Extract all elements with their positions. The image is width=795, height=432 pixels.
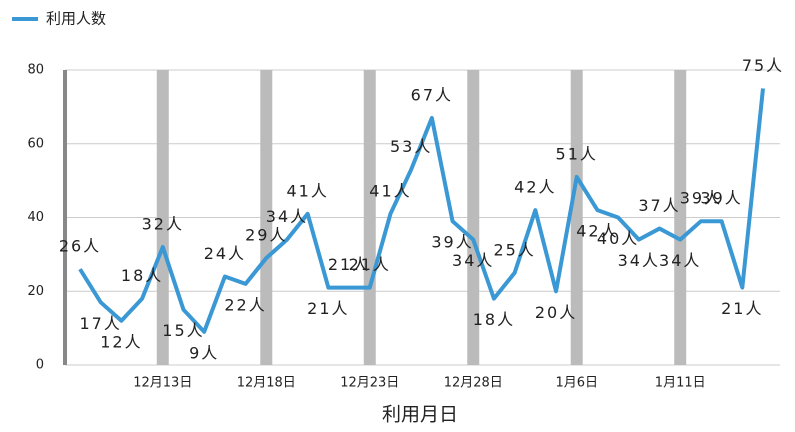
x-tick-label: 1月6日 bbox=[555, 376, 598, 391]
value-label: 18人 bbox=[121, 266, 163, 285]
value-label: 26人 bbox=[59, 237, 101, 256]
y-tick-label: 20 bbox=[27, 284, 44, 299]
value-label: 34人 bbox=[266, 207, 308, 226]
value-label: 21人 bbox=[721, 299, 763, 318]
value-label: 42人 bbox=[576, 222, 618, 241]
x-axis-title: 利用月日 bbox=[382, 404, 458, 426]
value-label: 39人 bbox=[700, 189, 742, 208]
value-label: 75人 bbox=[742, 56, 784, 75]
value-label: 24人 bbox=[204, 244, 246, 263]
x-tick-label: 12月23日 bbox=[340, 376, 399, 391]
value-label: 40人 bbox=[597, 229, 639, 248]
value-label: 32人 bbox=[142, 215, 184, 234]
y-tick-label: 0 bbox=[36, 358, 44, 373]
value-label: 22人 bbox=[224, 295, 266, 314]
value-label: 21人 bbox=[307, 299, 349, 318]
value-label: 20人 bbox=[535, 303, 577, 322]
value-label: 34人 bbox=[659, 251, 701, 270]
legend-label: 利用人数 bbox=[46, 10, 106, 28]
x-tick-label: 12月28日 bbox=[444, 376, 503, 391]
value-label: 12人 bbox=[100, 332, 142, 351]
week-band bbox=[363, 70, 376, 365]
value-label: 39人 bbox=[680, 189, 722, 208]
value-label: 29人 bbox=[245, 226, 287, 245]
series-line bbox=[78, 88, 765, 334]
value-label: 39人 bbox=[431, 233, 473, 252]
value-label: 37人 bbox=[638, 196, 680, 215]
value-label: 41人 bbox=[369, 181, 411, 200]
y-tick-label: 60 bbox=[27, 136, 44, 151]
value-label: 34人 bbox=[618, 251, 660, 270]
week-band bbox=[156, 70, 169, 365]
value-label: 25人 bbox=[493, 240, 535, 259]
week-band bbox=[260, 70, 273, 365]
value-label: 9人 bbox=[189, 343, 219, 362]
value-label: 67人 bbox=[411, 85, 453, 104]
value-label: 51人 bbox=[556, 144, 598, 163]
x-tick-label: 12月13日 bbox=[133, 376, 192, 391]
y-tick-label: 40 bbox=[27, 210, 44, 225]
week-band bbox=[467, 70, 480, 365]
week-band bbox=[674, 70, 687, 365]
value-label: 21人 bbox=[349, 255, 391, 274]
value-label: 53人 bbox=[390, 137, 432, 156]
value-label: 21人 bbox=[328, 255, 370, 274]
y-tick-label: 80 bbox=[27, 63, 44, 78]
value-label: 18人 bbox=[473, 310, 515, 329]
value-label: 41人 bbox=[286, 181, 328, 200]
value-label: 42人 bbox=[514, 178, 556, 197]
value-label: 15人 bbox=[162, 321, 204, 340]
x-tick-label: 12月18日 bbox=[237, 376, 296, 391]
value-label: 17人 bbox=[80, 314, 122, 333]
x-tick-label: 1月11日 bbox=[655, 376, 706, 391]
week-band bbox=[570, 70, 583, 365]
value-label: 34人 bbox=[452, 251, 494, 270]
